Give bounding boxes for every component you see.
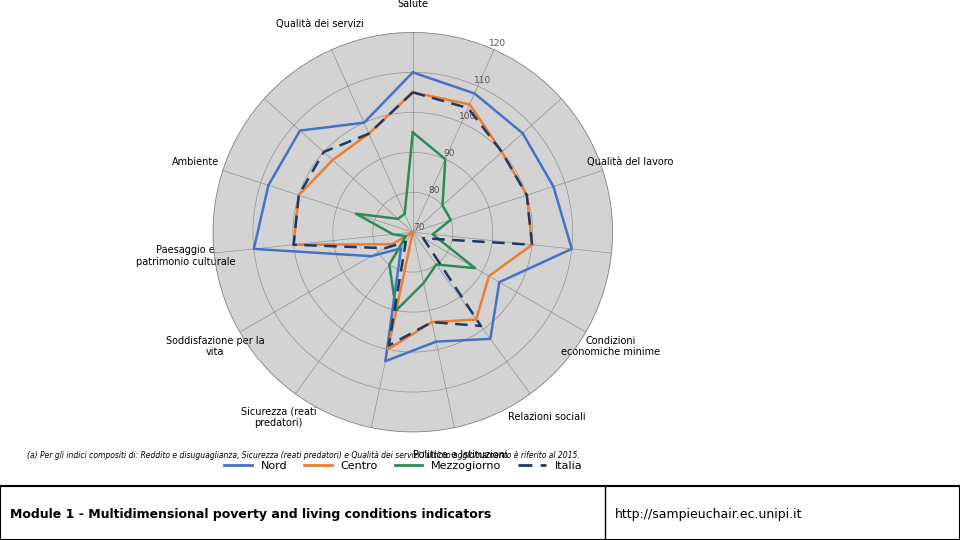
Text: http://sampieuchair.ec.unipi.it: http://sampieuchair.ec.unipi.it	[614, 508, 802, 521]
Text: Module 1 - Multidimensional poverty and living conditions indicators: Module 1 - Multidimensional poverty and …	[10, 508, 491, 521]
Legend: Nord, Centro, Mezzogiorno, Italia: Nord, Centro, Mezzogiorno, Italia	[220, 457, 587, 476]
Text: (a) Per gli indici compositi di: Reddito e disuguaglianza, Sicurezza (reati pred: (a) Per gli indici compositi di: Reddito…	[27, 450, 580, 460]
